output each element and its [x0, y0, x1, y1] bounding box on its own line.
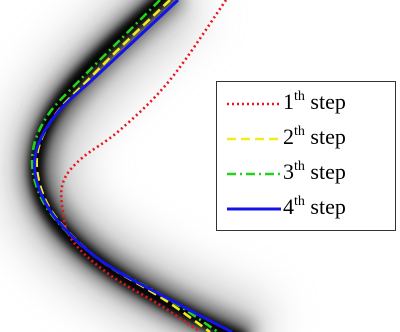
legend-swatch-4 [227, 207, 281, 211]
legend-label-4: 4th step [283, 194, 346, 219]
series-line-4 [32, 0, 233, 332]
legend-item-3: 3th step [217, 156, 395, 190]
series-line-1 [59, 0, 228, 332]
legend-swatch-2 [227, 137, 281, 141]
legend-label-3: 3th step [283, 159, 346, 184]
legend-label-2: 2th step [283, 124, 346, 149]
legend-item-1: 1th step [217, 86, 395, 120]
legend-swatch-1 [227, 102, 281, 106]
legend-item-2: 2th step [217, 121, 395, 155]
legend-label-1: 1th step [283, 89, 346, 114]
series-line-2 [35, 0, 211, 332]
legend-swatch-3 [227, 172, 281, 176]
series-layer [30, 0, 233, 332]
legend: 1th step 2th step 3th step 4th step [216, 81, 396, 231]
legend-item-4: 4th step [217, 191, 395, 225]
